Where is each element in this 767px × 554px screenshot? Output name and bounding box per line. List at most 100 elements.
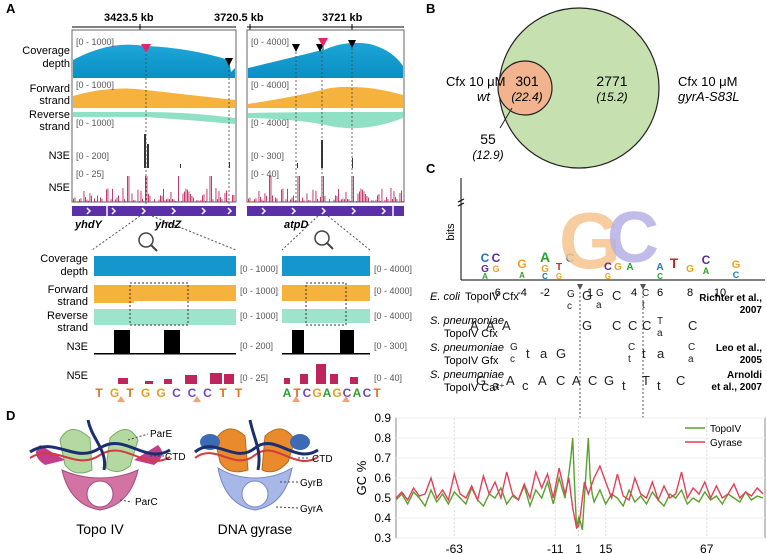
seq-base: A	[283, 386, 292, 400]
svg-text:[0 - 40]: [0 - 40]	[251, 169, 279, 179]
small-pct: (12.9)	[472, 148, 503, 162]
gene-arrows	[86, 207, 387, 215]
range-right: [0 - 4000] [0 - 4000] [0 - 4000] [0 - 30…	[251, 37, 289, 179]
svg-text:A: A	[470, 318, 479, 333]
magnifier-right-icon	[314, 230, 334, 250]
marker-black-left	[225, 58, 233, 66]
svg-text:C: C	[688, 318, 697, 333]
svg-text:E. coli: E. coli	[430, 291, 461, 303]
svg-text:C: C	[588, 373, 597, 388]
svg-text:Leo et al.,: Leo et al.,	[716, 343, 762, 354]
seq-base: T	[126, 386, 134, 400]
seq-base: C	[172, 386, 181, 400]
seq-logo: CGA CG GA AGC TG C G CG G A C AC T G CA …	[481, 196, 741, 285]
overlap-count: 301	[515, 73, 539, 89]
track-label-coverage-2: depth	[42, 58, 70, 70]
svg-text:C: C	[612, 288, 621, 303]
svg-text:Richter et al.,: Richter et al.,	[699, 293, 762, 304]
coverage-right	[248, 40, 403, 78]
svg-text:2005: 2005	[740, 355, 763, 366]
svg-text:C: C	[481, 251, 490, 265]
seq-base: C	[303, 386, 312, 400]
svg-text:A: A	[482, 272, 488, 281]
svg-text:c: c	[522, 378, 529, 393]
svg-text:-4: -4	[517, 287, 527, 299]
svg-text:C: C	[492, 251, 501, 265]
svg-text:6: 6	[657, 287, 663, 299]
svg-text:C: C	[566, 251, 575, 265]
x-tick-label: -63	[446, 542, 464, 554]
svg-text:a: a	[657, 346, 665, 361]
svg-text:-2: -2	[540, 287, 550, 299]
svg-text:G: G	[582, 318, 592, 333]
series-line-gyrase	[395, 464, 764, 530]
svg-text:CTD: CTD	[312, 454, 333, 465]
seq-base: G	[141, 386, 150, 400]
svg-text:a: a	[657, 328, 663, 339]
logo-ylabel: bits	[445, 223, 457, 241]
forward-right	[248, 86, 403, 108]
n5e-right	[248, 176, 404, 202]
svg-text:c: c	[510, 354, 515, 365]
svg-text:TopoIV Ca²⁺: TopoIV Ca²⁺	[444, 382, 505, 394]
svg-text:C: C	[676, 373, 685, 388]
svg-text:C: C	[556, 373, 565, 388]
topo4-illustration	[29, 419, 171, 511]
seq-base: C	[188, 386, 197, 400]
overlap-pct: (22.4)	[511, 90, 542, 104]
svg-text:c: c	[567, 301, 572, 312]
gyrase-illustration	[194, 419, 319, 511]
zoom-left-n5e	[118, 373, 234, 384]
seq-base: T	[235, 386, 243, 400]
svg-text:A: A	[486, 318, 495, 333]
svg-text:[0 - 1000]: [0 - 1000]	[240, 286, 278, 296]
svg-text:G: G	[686, 264, 694, 275]
panel-label-c: C	[426, 161, 436, 176]
svg-text:A: A	[502, 318, 511, 333]
svg-text:TopoIV Cfx: TopoIV Cfx	[444, 328, 498, 340]
svg-text:CTD: CTD	[165, 452, 186, 463]
svg-text:C: C	[688, 342, 695, 353]
seq-base: G	[156, 386, 165, 400]
seq-base: T	[219, 386, 227, 400]
magnifier-left-icon	[138, 232, 158, 252]
svg-text:Coverage: Coverage	[40, 253, 88, 265]
svg-text:[0 - 4000]: [0 - 4000]	[374, 264, 412, 274]
svg-text:t: t	[657, 378, 661, 393]
svg-text:G: G	[732, 259, 741, 271]
svg-text:C: C	[612, 318, 621, 333]
y-tick-label: 0.7	[374, 451, 391, 465]
svg-text:[0 - 25]: [0 - 25]	[240, 373, 268, 383]
svg-text:depth: depth	[60, 266, 88, 278]
logo-xticks: -6 -4 -2 1 4 6 8 10	[491, 287, 726, 299]
svg-text:[0 - 4000]: [0 - 4000]	[251, 37, 289, 47]
svg-text:t: t	[526, 346, 530, 361]
panel-label-b: B	[426, 1, 435, 16]
range-left: [0 - 1000] [0 - 1000] [0 - 1000] [0 - 20…	[76, 37, 114, 179]
seq-base: G	[332, 386, 341, 400]
zoom-left-reverse	[94, 309, 236, 325]
seq-base: T	[95, 386, 103, 400]
svg-text:t: t	[628, 354, 631, 365]
track-label-coverage-1: Coverage	[22, 45, 70, 57]
coord-1: 3423.5 kb	[104, 12, 154, 24]
svg-text:t: t	[622, 378, 626, 393]
gyrase-labels: CTD GyrB GyrA	[275, 454, 333, 515]
svg-text:T: T	[657, 316, 663, 327]
zoom-left-coverage	[94, 256, 236, 276]
svg-text:t: t	[642, 300, 645, 311]
legend-entry: Gyrase	[710, 438, 743, 449]
svg-text:[0 - 4000]: [0 - 4000]	[251, 80, 289, 90]
zoom-right-ranges: [0 - 4000] [0 - 4000] [0 - 4000] [0 - 30…	[374, 264, 412, 383]
svg-text:[0 - 200]: [0 - 200]	[76, 151, 109, 161]
x-tick-label: -11	[547, 542, 564, 554]
svg-text:[0 - 200]: [0 - 200]	[240, 341, 273, 351]
svg-text:A: A	[626, 262, 633, 273]
svg-text:A: A	[538, 373, 547, 388]
svg-text:G: G	[541, 264, 549, 275]
zoom-right-n5e	[284, 364, 358, 384]
svg-text:2007: 2007	[740, 305, 763, 316]
